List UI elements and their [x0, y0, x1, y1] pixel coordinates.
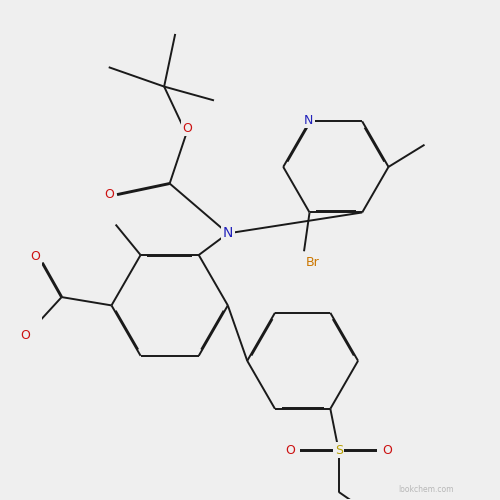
Text: N: N — [222, 226, 233, 240]
Text: O: O — [382, 444, 392, 457]
Text: O: O — [182, 122, 192, 134]
Text: S: S — [334, 444, 342, 457]
Text: O: O — [20, 330, 30, 342]
Text: O: O — [285, 444, 295, 457]
Text: N: N — [304, 114, 313, 126]
Text: O: O — [104, 188, 114, 201]
Text: lookchem.com: lookchem.com — [398, 486, 454, 494]
Text: Br: Br — [306, 256, 319, 269]
Text: O: O — [30, 250, 40, 262]
